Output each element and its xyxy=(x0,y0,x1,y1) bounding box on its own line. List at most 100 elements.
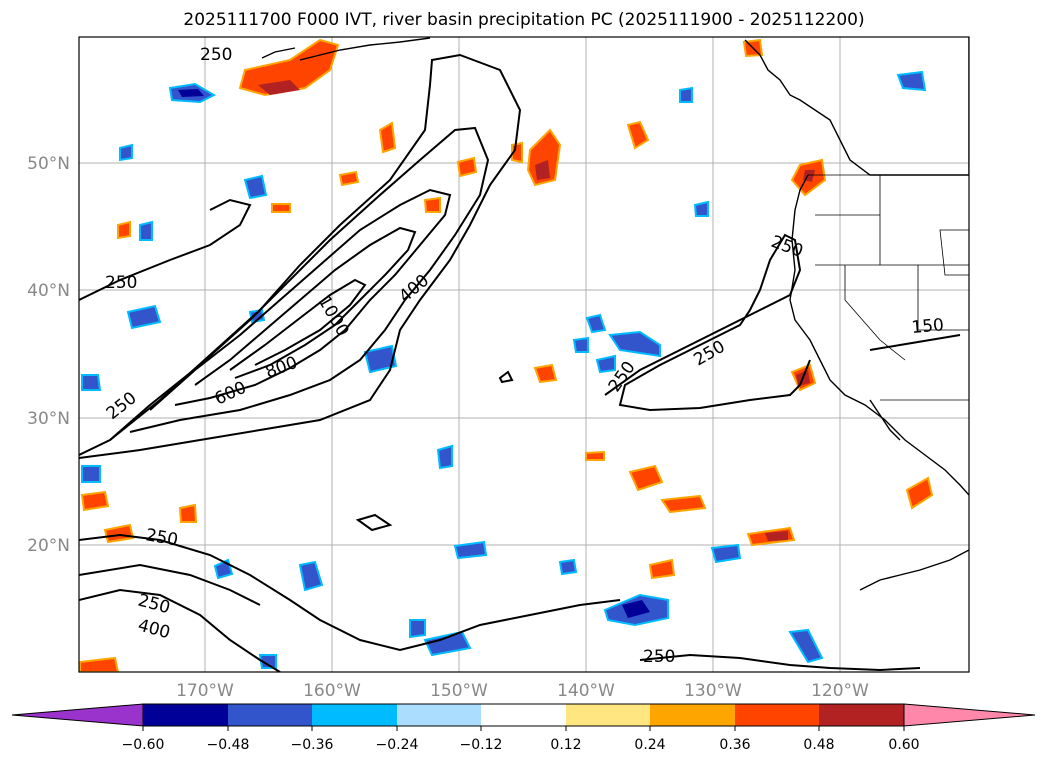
colorbar-tick-label: −0.36 xyxy=(291,737,334,753)
precip-blob xyxy=(80,490,110,512)
ivt-contours xyxy=(79,53,961,672)
colorbar-segment xyxy=(228,704,312,726)
colorbar-tick-label: −0.48 xyxy=(207,737,250,753)
colorbar-tick-label: 0.12 xyxy=(550,737,581,753)
precip-blob xyxy=(628,464,664,492)
precip-blob-negative xyxy=(436,444,453,470)
ivt-contour-small xyxy=(355,513,393,532)
precip-blob-negative xyxy=(119,143,133,162)
precip-blob-core xyxy=(765,531,788,541)
coastline-aleutians xyxy=(261,47,296,59)
border-state xyxy=(939,229,969,276)
ivt-contour-250-south xyxy=(79,533,621,652)
precip-blob-negative-core xyxy=(622,600,650,618)
lon-label-170w: 170°W xyxy=(176,681,234,701)
precip-blob xyxy=(378,121,397,154)
contour-label-250: 250 xyxy=(200,45,232,65)
border-state xyxy=(917,265,969,331)
ivt-contour-250-bottom xyxy=(639,653,921,672)
ivt-contour-250-main xyxy=(79,53,522,459)
precip-blob-negative xyxy=(258,654,277,669)
precip-blob xyxy=(79,656,120,672)
ivt-contour-small xyxy=(498,370,514,384)
border-state xyxy=(844,265,906,361)
colorbar-tick-label: −0.24 xyxy=(376,737,419,753)
precip-blob-negative xyxy=(81,465,101,483)
precip-blob-negative xyxy=(585,313,607,334)
lat-label-40n: 40°N xyxy=(27,281,70,301)
contour-label-150: 150 xyxy=(911,315,945,338)
colorbar-segment xyxy=(735,704,819,726)
lat-label-20n: 20°N xyxy=(27,536,70,556)
colorbar-extend-over xyxy=(903,703,1036,727)
precip-blob xyxy=(585,450,605,461)
precip-blob xyxy=(905,476,934,510)
ivt-contour-600 xyxy=(149,188,452,411)
state-borders xyxy=(808,174,969,401)
colorbar-tick-label: −0.12 xyxy=(460,737,503,753)
colorbar-segment xyxy=(312,704,397,726)
precip-blob-negative xyxy=(126,304,162,330)
precip-blob-negative xyxy=(363,344,398,374)
precip-blob-negative xyxy=(243,174,268,200)
precip-blob-negative xyxy=(608,330,661,358)
ivt-contour-250-south2 xyxy=(79,563,261,606)
precip-blob-negative xyxy=(693,200,709,217)
map-frame xyxy=(78,36,970,673)
figure-title: 2025111700 F000 IVT, river basin precipi… xyxy=(183,10,864,30)
precip-blob xyxy=(271,203,291,213)
precip-blob xyxy=(533,363,558,384)
precip-blob-negative xyxy=(298,560,324,592)
colorbar-segment xyxy=(397,704,481,726)
precip-blob xyxy=(456,156,478,178)
precip-blob-negative xyxy=(409,619,426,639)
ivt-contour-800 xyxy=(194,226,417,386)
precip-shading xyxy=(79,38,934,672)
colorbar-tick-label: −0.60 xyxy=(122,737,165,753)
precip-blob-north-core xyxy=(258,80,300,95)
precip-blob-negative xyxy=(595,354,616,374)
lat-label-30n: 30°N xyxy=(27,409,70,429)
precip-blob-negative xyxy=(81,374,102,391)
ivt-contour-250-west xyxy=(79,198,252,301)
longitude-labels: 170°W 160°W 150°W 140°W 130°W 120°W xyxy=(176,681,869,701)
precip-blob-negative xyxy=(710,543,742,564)
ivt-contour-1000 xyxy=(229,278,367,371)
precip-blob xyxy=(178,503,198,523)
ivt-contour-400-south xyxy=(79,588,281,672)
precip-blob-negative xyxy=(788,628,824,664)
lon-label-130w: 130°W xyxy=(684,681,742,701)
precip-blob xyxy=(338,170,360,187)
colorbar: −0.60 −0.48 −0.36 −0.24 −0.12 0.12 0.24 … xyxy=(11,703,1036,753)
precip-blob xyxy=(626,120,650,150)
coastline-us-west xyxy=(789,174,969,496)
precip-blob-north xyxy=(238,38,340,97)
colorbar-extend-under xyxy=(11,703,144,727)
precip-blob-core xyxy=(535,160,550,180)
latitude-labels: 50°N 40°N 30°N 20°N xyxy=(27,154,70,556)
colorbar-tick-label: 0.24 xyxy=(634,737,665,753)
lon-label-120w: 120°W xyxy=(811,681,869,701)
colorbar-segment xyxy=(650,704,735,726)
precip-blob xyxy=(117,220,131,240)
ivt-contour-250-east xyxy=(604,233,811,412)
precip-blob-negative xyxy=(896,70,927,92)
colorbar-frame xyxy=(142,703,905,727)
contour-label-250: 250 xyxy=(643,647,675,667)
colorbar-segment xyxy=(481,704,566,726)
colorbar-tick-label: 0.48 xyxy=(803,737,834,753)
colorbar-segment xyxy=(566,704,650,726)
colorbar-segment xyxy=(819,704,904,726)
lon-label-160w: 160°W xyxy=(303,681,361,701)
coastline-mexico xyxy=(859,549,969,591)
precip-blob-negative-core xyxy=(178,89,204,97)
ivt-contour-150 xyxy=(869,334,961,351)
ivt-contour-400 xyxy=(109,126,490,441)
precip-blob-negative xyxy=(558,558,578,576)
precip-blob-negative xyxy=(139,220,153,241)
contour-label-250: 250 xyxy=(105,273,137,293)
precip-blob-negative xyxy=(453,540,488,560)
colorbar-tick-label: 0.60 xyxy=(888,737,919,753)
map-area: 250 250 250 600 800 1000 400 250 250 400… xyxy=(78,36,970,673)
lon-label-140w: 140°W xyxy=(557,681,615,701)
